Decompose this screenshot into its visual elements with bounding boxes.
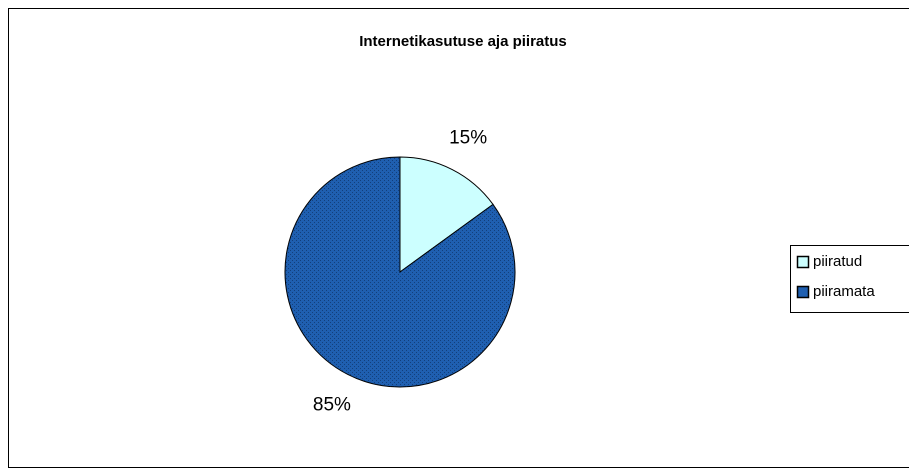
chart-title: Internetikasutuse aja piiratus bbox=[359, 33, 567, 50]
pie-slice bbox=[399, 156, 494, 273]
slice-pattern bbox=[284, 157, 515, 387]
legend-label: piiramata bbox=[813, 283, 875, 300]
legend-box bbox=[790, 245, 909, 313]
data-label: 15% bbox=[449, 127, 487, 148]
legend-swatch bbox=[796, 255, 810, 269]
legend-label: piiratud bbox=[813, 253, 862, 270]
legend-swatch bbox=[796, 285, 810, 299]
data-label: 85% bbox=[313, 395, 351, 416]
